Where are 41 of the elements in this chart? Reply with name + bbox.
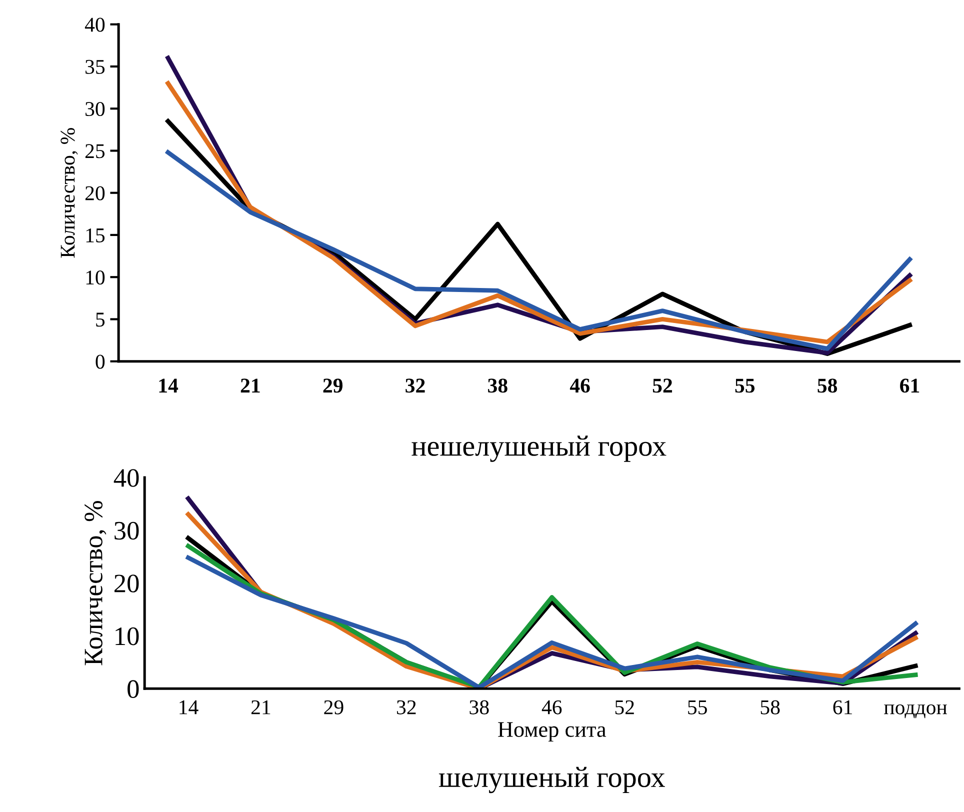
x-tick-label: 52: [615, 700, 634, 714]
x-tick-label: 32: [397, 700, 416, 714]
x-tick-label: 46: [542, 700, 562, 714]
y-tick-label: 40: [114, 469, 139, 487]
x-tick-label: 58: [818, 378, 838, 393]
y-tick-label: 5: [96, 312, 105, 327]
x-tick-label: 14: [180, 700, 198, 714]
x-tick-label: 21: [240, 378, 260, 392]
y-tick-label: 20: [85, 186, 105, 200]
x-tick-label: 58: [760, 700, 780, 714]
text: шелушеный горох: [438, 766, 665, 794]
y-tick-label: 10: [86, 270, 105, 285]
y-tick-label: 30: [86, 102, 105, 116]
x-tick-label: 21: [251, 700, 270, 714]
x-tick-label: 46: [570, 378, 590, 393]
x-tick-label: 29: [324, 700, 344, 714]
x-tick-label: 61: [900, 378, 920, 393]
x-tick-label: 55: [735, 378, 755, 393]
y-tick-label: 0: [96, 354, 105, 369]
y-tick-label: 35: [86, 60, 105, 74]
y-tick-label: 25: [85, 144, 105, 158]
y-tick-label: 15: [86, 228, 105, 242]
x-axis-title: Номер сита: [498, 722, 606, 742]
x-tick-label: 38: [470, 700, 489, 714]
y-axis-title: Количество, %: [60, 128, 78, 258]
x-tick-label: 29: [323, 378, 343, 393]
text: нешелушеный горох: [412, 436, 666, 462]
x-tick-label: 32: [406, 378, 425, 393]
x-tick-label: 38: [488, 378, 508, 393]
x-tick-label: 14: [159, 378, 178, 392]
y-tick-label: 30: [114, 522, 139, 540]
y-tick-label: 40: [84, 18, 105, 32]
y-axis-title: Количество, %: [84, 500, 106, 666]
x-tick-label: 55: [688, 700, 707, 714]
x-tick-label: 52: [652, 378, 672, 393]
line-series: [166, 150, 912, 351]
y-tick-label: 20: [114, 574, 139, 592]
y-tick-label: 0: [128, 680, 139, 698]
x-tick-label: поддон: [884, 704, 947, 718]
x-tick-label: 61: [833, 700, 852, 714]
y-tick-label: 10: [116, 627, 139, 646]
